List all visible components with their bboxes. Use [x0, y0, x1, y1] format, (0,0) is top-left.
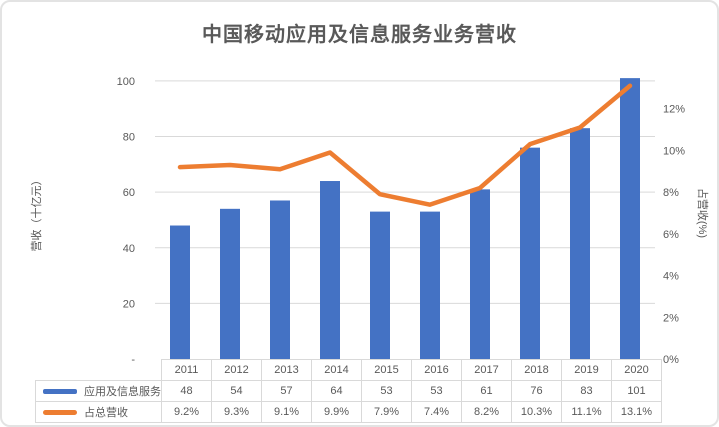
line-series: [177, 83, 633, 207]
bar-2017: [470, 189, 490, 359]
bar-2013: [270, 200, 290, 359]
series-row-percent-cell-2020: 13.1%: [611, 401, 662, 423]
right-tick-8%: 8%: [663, 187, 679, 199]
legend-label: 应用及信息服务: [84, 386, 161, 398]
year-header-row-cell-2017: 2017: [461, 359, 512, 381]
series-row-percent-cell-2018: 10.3%: [511, 401, 562, 423]
left-tick--: -: [131, 354, 135, 366]
chart-title: 中国移动应用及信息服务业务营收: [202, 24, 517, 46]
legend-label: 占总营收: [84, 407, 128, 419]
left-axis-title: 营收（十亿元）: [29, 175, 43, 252]
series-row-percent: 占总营收 9.2% 9.3% 9.1% 9.9% 7.9% 7.4% 8.2% 10.3% 11.…: [35, 401, 662, 423]
year-header-row-cell-2014: 2014: [311, 359, 362, 381]
left-tick-40: 40: [123, 243, 135, 255]
series-row-values-cell-2013: 57: [261, 380, 312, 402]
bar-2011: [170, 225, 190, 359]
right-tick-0%: 0%: [663, 354, 679, 366]
series-row-percent-cell-2015: 7.9%: [361, 401, 412, 423]
series-row-values-cell-2015: 53: [361, 380, 412, 402]
series-row-values-cell-2017: 61: [461, 380, 512, 402]
series-row-values-cell-2019: 83: [561, 380, 612, 402]
chart-data-table: 2011 2012 2013 2014 2015 2016 2017 2018 2019 2020…: [35, 359, 662, 423]
series-row-percent-cell-2016: 7.4%: [411, 401, 462, 423]
year-header-row-cell-2015: 2015: [361, 359, 412, 381]
bar-2015: [370, 211, 390, 359]
bar-series: [170, 78, 640, 359]
year-header-row-cell-2011: 2011: [161, 359, 212, 381]
series-row-values-cell-2020: 101: [611, 380, 662, 402]
data-table: 2011 2012 2013 2014 2015 2016 2017 2018 2019 2020…: [35, 359, 662, 423]
series-row-values-cell-2018: 76: [511, 380, 562, 402]
bar-series-swatch-icon: [43, 388, 77, 394]
legend-cell-bars: 应用及信息服务: [35, 380, 162, 402]
bar-2012: [220, 208, 240, 359]
year-header-row-cell-2013: 2013: [261, 359, 312, 381]
series-row-percent-cell-2011: 9.2%: [161, 401, 212, 423]
year-header-row-cell-2012: 2012: [211, 359, 262, 381]
left-axis-tick-labels: 100 80 60 40 20 -: [117, 76, 136, 366]
right-tick-10%: 10%: [663, 145, 685, 157]
right-tick-6%: 6%: [663, 229, 679, 241]
year-header-row-cell-2019: 2019: [561, 359, 612, 381]
year-header-row-cell-2020: 2020: [611, 359, 662, 381]
left-tick-100: 100: [117, 76, 135, 88]
bar-2014: [320, 181, 340, 359]
axis-titles: 营收（十亿元） 占营收(%): [29, 175, 710, 252]
year-header-row-cell-2016: 2016: [411, 359, 462, 381]
bar-2018: [520, 147, 540, 359]
right-tick-4%: 4%: [663, 271, 679, 283]
series-row-values-cell-2014: 64: [311, 380, 362, 402]
right-tick-12%: 12%: [663, 104, 685, 116]
line-series-swatch-icon: [43, 409, 77, 415]
series-row-percent-cell-2017: 8.2%: [461, 401, 512, 423]
series-row-values-cell-2012: 54: [211, 380, 262, 402]
series-row-percent-cell-2012: 9.3%: [211, 401, 262, 423]
right-axis-tick-labels: 12% 10% 8% 6% 4% 2% 0%: [663, 104, 685, 366]
right-axis-title: 占营收(%): [696, 188, 710, 238]
revenue-share-line: [177, 83, 633, 207]
bar-2016: [420, 211, 440, 359]
left-tick-20: 20: [123, 298, 135, 310]
bar-2020: [620, 78, 640, 359]
left-tick-80: 80: [123, 132, 135, 144]
right-tick-2%: 2%: [663, 312, 679, 324]
left-tick-60: 60: [123, 187, 135, 199]
series-row-percent-cell-2019: 11.1%: [561, 401, 612, 423]
series-row-values: 应用及信息服务 48 54 57 64 53 53 61 76 83 101: [35, 380, 662, 402]
series-row-values-cell-2011: 48: [161, 380, 212, 402]
series-row-values-cell-2016: 53: [411, 380, 462, 402]
year-header-row-cell-2018: 2018: [511, 359, 562, 381]
table-corner-empty: [36, 360, 162, 381]
year-header-row: 2011 2012 2013 2014 2015 2016 2017 2018 2019 2020: [36, 359, 662, 381]
series-row-percent-cell-2013: 9.1%: [261, 401, 312, 423]
legend-cell-line: 占总营收: [35, 401, 162, 423]
bar-2019: [570, 128, 590, 359]
series-row-percent-cell-2014: 9.9%: [311, 401, 362, 423]
